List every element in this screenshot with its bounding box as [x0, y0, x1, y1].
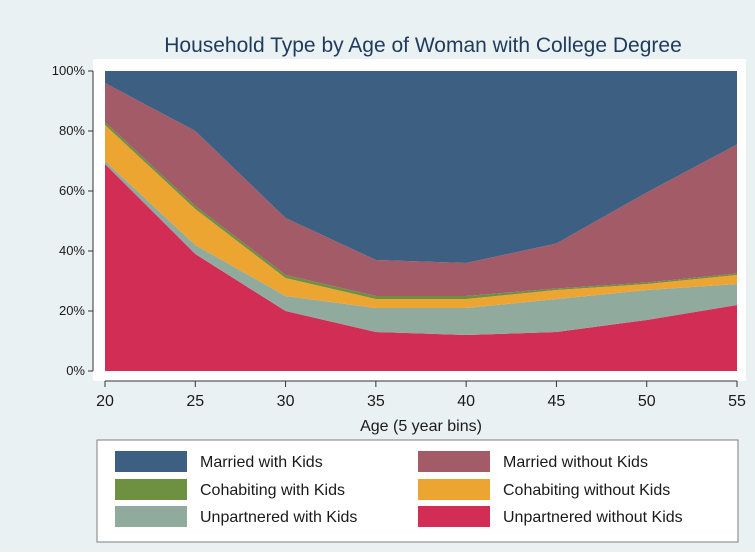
- y-tick-label: 40%: [59, 243, 85, 258]
- y-tick-label: 0%: [66, 363, 85, 378]
- area-married-without-kids: [105, 83, 737, 296]
- area-married-with-kids: [105, 71, 737, 263]
- x-axis: 20 25 30 35 40 45 50 55: [96, 380, 746, 410]
- x-tick-label: 50: [638, 393, 656, 410]
- y-axis: 0% 20% 40% 60% 80% 100%: [52, 63, 94, 378]
- x-tick-label: 55: [728, 393, 746, 410]
- legend-label-married-without-kids: Married without Kids: [503, 454, 648, 471]
- x-axis-label: Age (5 year bins): [360, 418, 482, 435]
- x-tick-label: 45: [548, 393, 566, 410]
- legend-swatch-cohabiting-with-kids: [115, 479, 187, 500]
- y-tick-label: 20%: [59, 303, 85, 318]
- x-tick-label: 35: [367, 393, 385, 410]
- legend-label-cohabiting-without-kids: Cohabiting without Kids: [503, 482, 670, 499]
- x-tick-label: 40: [457, 393, 475, 410]
- area-unpartnered-with-kids: [105, 161, 737, 335]
- legend-label-cohabiting-with-kids: Cohabiting with Kids: [200, 482, 345, 499]
- area-layers: [105, 71, 737, 371]
- x-tick-label: 30: [277, 393, 295, 410]
- area-unpartnered-without-kids: [105, 164, 737, 371]
- x-tick-label: 25: [186, 393, 204, 410]
- legend-swatch-married-without-kids: [418, 451, 490, 472]
- y-tick-label: 100%: [52, 63, 86, 78]
- area-cohabiting-without-kids: [105, 125, 737, 308]
- chart-title: Household Type by Age of Woman with Coll…: [164, 34, 682, 57]
- legend-box: [96, 439, 739, 543]
- legend-label-married-with-kids: Married with Kids: [200, 454, 323, 471]
- y-tick-label: 60%: [59, 183, 85, 198]
- legend-swatch-cohabiting-without-kids: [418, 479, 490, 500]
- legend-swatch-unpartnered-without-kids: [418, 506, 490, 527]
- legend-swatch-married-with-kids: [115, 451, 187, 472]
- legend: Married with Kids Married without Kids Coh…: [96, 439, 739, 543]
- legend-swatch-unpartnered-with-kids: [115, 506, 187, 527]
- legend-label-unpartnered-without-kids: Unpartnered without Kids: [503, 509, 683, 526]
- x-tick-label: 20: [96, 393, 114, 410]
- y-tick-label: 80%: [59, 123, 85, 138]
- legend-label-unpartnered-with-kids: Unpartnered with Kids: [200, 509, 357, 526]
